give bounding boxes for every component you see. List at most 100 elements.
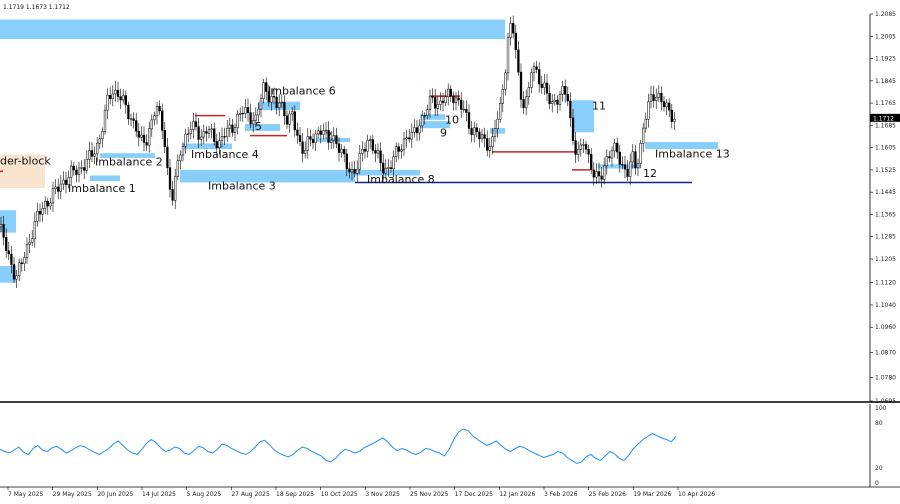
- candle-body: [647, 101, 650, 120]
- candle-body: [662, 101, 666, 108]
- candle-body: [574, 140, 577, 155]
- candle-body: [189, 129, 192, 135]
- candle-body: [83, 167, 86, 171]
- candle-body: [491, 136, 494, 147]
- zone-label: Imbalance 2: [95, 156, 163, 169]
- candle-body: [314, 133, 317, 143]
- candle-body: [431, 95, 434, 98]
- date-tick-label: 10 Apr 2026: [678, 491, 715, 498]
- date-tick-label: 19 Mar 2026: [633, 491, 671, 498]
- indicator-tick-label: 100: [875, 405, 887, 412]
- zone-label: 10: [445, 113, 459, 126]
- candle-body: [460, 99, 463, 110]
- candle-body: [462, 108, 465, 111]
- candle-body: [522, 99, 525, 109]
- candle-body: [350, 169, 354, 173]
- date-tick-label: 17 Dec 2025: [455, 491, 494, 498]
- candle-body: [556, 99, 559, 105]
- candle-body: [514, 32, 517, 51]
- candle-body: [132, 118, 135, 121]
- candle-body: [12, 264, 16, 280]
- candle-body: [93, 153, 96, 157]
- candle-body: [23, 257, 26, 264]
- zone-rect: [245, 123, 280, 131]
- candle-body: [324, 129, 328, 132]
- candle-body: [129, 118, 133, 120]
- indicator-line: [0, 428, 677, 465]
- price-tick-label: 1.1765: [875, 100, 896, 107]
- candle-body: [478, 131, 481, 140]
- price-tick-label: 1.0780: [875, 374, 896, 381]
- candle-body: [179, 154, 182, 161]
- candle-body: [142, 134, 146, 143]
- candle-body: [636, 163, 640, 169]
- candle-body: [163, 130, 166, 148]
- candle-body: [254, 114, 257, 121]
- candle-body: [114, 89, 117, 95]
- candle-body: [532, 66, 536, 73]
- candle-body: [218, 140, 221, 148]
- candle-body: [657, 92, 660, 98]
- candle-body: [20, 262, 23, 264]
- candle-body: [480, 134, 484, 140]
- indicator-tick-label: 80: [875, 420, 883, 427]
- candle-body: [467, 112, 471, 129]
- candle-body: [192, 121, 195, 130]
- price-tick-label: 1.0695: [875, 398, 896, 405]
- candle-body: [548, 92, 551, 104]
- candle-body: [517, 49, 520, 73]
- candle-body: [335, 135, 338, 145]
- zone-label: 5: [255, 120, 262, 133]
- candle-body: [0, 224, 3, 228]
- candle-body: [298, 135, 302, 142]
- candle-body: [384, 167, 387, 174]
- candle-body: [319, 130, 322, 135]
- candle-body: [564, 85, 567, 95]
- candle-body: [525, 96, 528, 109]
- candle-body: [402, 138, 406, 150]
- candle-body: [371, 139, 374, 151]
- zone-rect: [645, 142, 718, 150]
- candle-body: [356, 169, 359, 174]
- price-tick-label: 1.1605: [875, 145, 896, 152]
- candle-body: [72, 165, 75, 171]
- candle-body: [15, 275, 18, 280]
- date-tick-label: 3 Feb 2026: [544, 491, 578, 498]
- candle-body: [7, 250, 10, 255]
- ohlc-header: 1.1719 1.1673 1.1712: [3, 4, 70, 11]
- candle-body: [322, 130, 325, 135]
- price-tick-label: 1.1845: [875, 78, 896, 85]
- candle-body: [486, 138, 489, 151]
- candle-body: [215, 141, 218, 148]
- zone-label: 7: [325, 131, 332, 144]
- candle-body: [111, 93, 114, 99]
- candle-body: [70, 165, 73, 178]
- candle-body: [54, 186, 57, 189]
- candle-body: [301, 141, 304, 154]
- candle-body: [202, 131, 205, 138]
- candle-body: [519, 71, 523, 100]
- candle-body: [304, 149, 307, 154]
- candles-layer: [0, 15, 676, 289]
- candle-body: [595, 171, 598, 178]
- candle-body: [584, 144, 588, 150]
- date-tick-label: 3 Nov 2025: [365, 491, 400, 498]
- candle-body: [569, 100, 572, 119]
- candle-body: [493, 128, 497, 137]
- candle-body: [59, 183, 62, 192]
- candle-body: [538, 69, 541, 85]
- candle-body: [530, 72, 533, 88]
- candle-body: [428, 95, 432, 110]
- candle-body: [38, 210, 42, 215]
- candle-body: [415, 127, 419, 134]
- candle-body: [158, 106, 161, 112]
- candle-body: [171, 189, 174, 201]
- indicator-tick-label: 0: [875, 480, 879, 487]
- zone-rect: [0, 19, 505, 40]
- candle-body: [603, 165, 606, 180]
- candle-body: [64, 179, 68, 185]
- candle-body: [389, 167, 393, 169]
- date-tick-label: 7 May 2025: [8, 491, 43, 498]
- candle-body: [395, 146, 398, 157]
